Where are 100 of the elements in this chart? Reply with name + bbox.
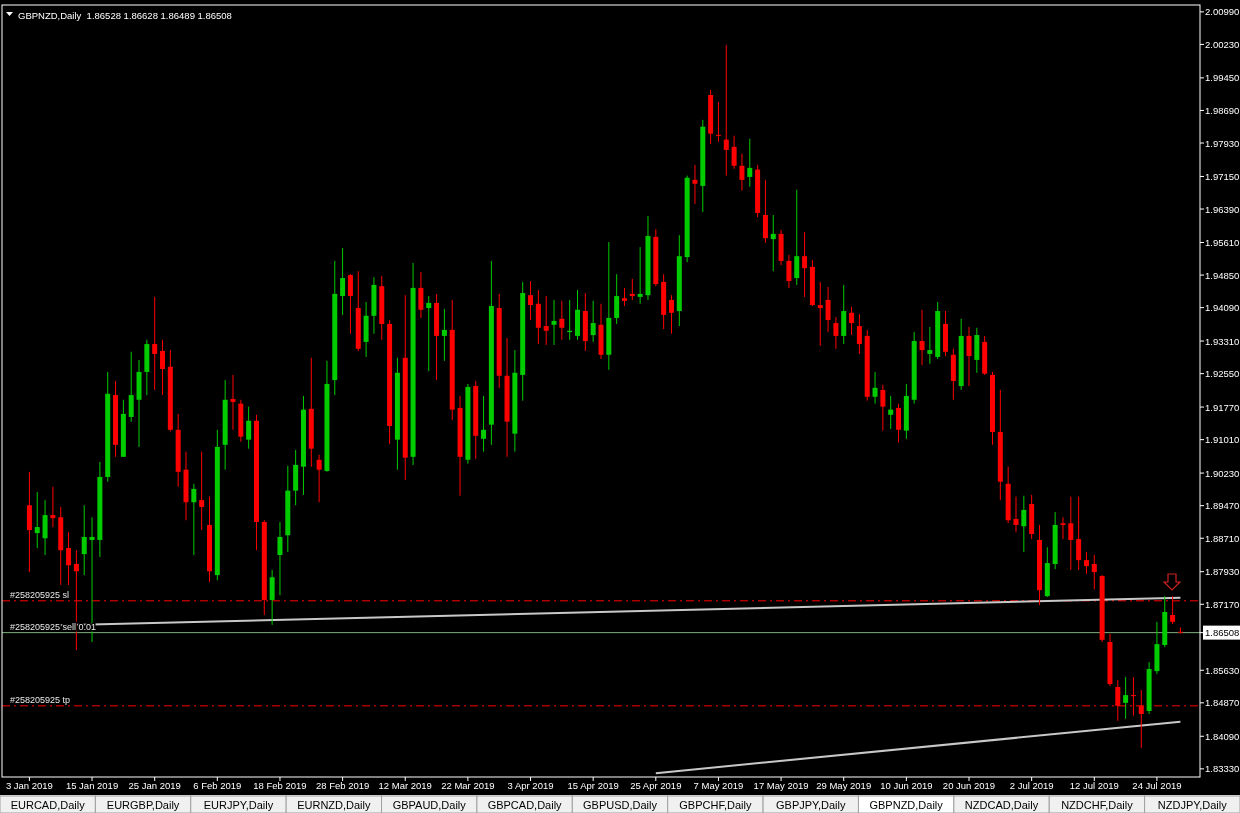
- y-tick-label: 1.93310: [1205, 335, 1240, 347]
- candlestick: [762, 179, 768, 244]
- x-tick-label: 12 Jul 2019: [1069, 780, 1119, 791]
- candlestick: [543, 295, 549, 346]
- text: NZDCHF,Daily: [1061, 799, 1134, 811]
- y-tick-label: 1.85630: [1205, 664, 1240, 676]
- candlestick: [833, 316, 839, 350]
- text: GBPNZD,Daily: [869, 799, 944, 811]
- candlestick: [786, 254, 792, 289]
- candlestick: [81, 504, 87, 576]
- x-tick-label: 24 Jul 2019: [1132, 780, 1182, 791]
- candlestick: [825, 286, 831, 333]
- candlestick: [1123, 676, 1129, 720]
- candlestick: [966, 326, 972, 387]
- x-tick-label: 15 Jan 2019: [65, 780, 119, 791]
- candlestick: [802, 231, 808, 298]
- candlestick: [481, 395, 487, 453]
- candlestick: [1021, 495, 1027, 553]
- candlestick: [269, 569, 275, 626]
- candlestick: [418, 271, 424, 319]
- text: EURCAD,Daily: [10, 799, 86, 811]
- x-tick-label: 17 May 2019: [753, 780, 809, 791]
- candlestick: [794, 189, 800, 286]
- candlestick: [441, 308, 447, 362]
- x-tick-label: 6 Feb 2019: [193, 780, 242, 791]
- candlestick: [340, 247, 346, 316]
- candlestick: [739, 153, 745, 192]
- candlestick: [880, 384, 886, 432]
- text: GBPCAD,Daily: [487, 799, 563, 811]
- candlestick: [426, 295, 432, 372]
- x-tick-label: 15 Apr 2019: [567, 780, 619, 791]
- y-tick-label: 1.92550: [1205, 368, 1240, 380]
- y-tick-label: 1.84870: [1205, 697, 1240, 709]
- text: NZDCAD,Daily: [964, 799, 1039, 811]
- y-tick-label: 2.00230: [1205, 38, 1240, 50]
- y-tick-label: 1.97150: [1205, 170, 1240, 182]
- candlestick: [1013, 496, 1019, 533]
- x-tick-label: 25 Jan 2019: [128, 780, 181, 791]
- text: GBPAUD,Daily: [392, 799, 467, 811]
- candlestick: [230, 374, 236, 431]
- y-tick-label: 1.83330: [1205, 763, 1240, 775]
- x-tick-label: 2 Jul 2019: [1009, 780, 1054, 791]
- candlestick: [629, 278, 635, 301]
- y-tick-label: 1.87930: [1205, 566, 1240, 578]
- candlestick: [723, 44, 729, 177]
- candlestick: [747, 138, 753, 188]
- candlestick: [731, 135, 737, 170]
- y-tick-label: 1.94090: [1205, 302, 1240, 314]
- y-tick-label: 1.94850: [1205, 269, 1240, 281]
- x-tick-label: 29 May 2019: [816, 780, 872, 791]
- candlestick: [872, 371, 878, 405]
- x-tick-label: 10 Jun 2019: [880, 780, 933, 791]
- candlestick: [528, 280, 534, 321]
- x-tick-label: 12 Mar 2019: [378, 780, 432, 791]
- x-tick-label: 7 May 2019: [693, 780, 744, 791]
- candlestick: [34, 491, 40, 549]
- candlestick: [919, 309, 925, 366]
- text: GBPNZD,Daily 1.86528 1.86628 1.86489 1.86508: [18, 10, 232, 21]
- candlestick: [50, 486, 56, 528]
- x-tick-label: 3 Apr 2019: [507, 780, 554, 791]
- candlestick: [856, 313, 862, 355]
- text: EURNZD,Daily: [297, 799, 372, 811]
- candlestick: [621, 287, 627, 307]
- candlestick: [1060, 516, 1066, 540]
- y-tick-label: 1.90230: [1205, 467, 1240, 479]
- y-tick-label: 1.91770: [1205, 401, 1240, 413]
- y-tick-label: 1.86508: [1205, 627, 1240, 639]
- candlestick: [535, 289, 541, 345]
- candlestick: [1091, 554, 1097, 590]
- candlestick: [559, 300, 565, 341]
- y-tick-label: 1.99450: [1205, 72, 1240, 84]
- x-tick-label: 25 Apr 2019: [630, 780, 682, 791]
- candlestick: [246, 406, 252, 450]
- candlestick: [715, 101, 721, 143]
- candlestick: [128, 351, 134, 423]
- candlestick: [770, 214, 776, 272]
- candlestick: [347, 273, 353, 335]
- y-tick-label: 1.97930: [1205, 137, 1240, 149]
- candlestick: [849, 306, 855, 336]
- x-tick-label: 18 Feb 2019: [253, 780, 307, 791]
- candlestick: [1068, 496, 1074, 571]
- x-tick-label: 20 Jun 2019: [942, 780, 996, 791]
- candlestick: [199, 451, 205, 531]
- candlestick: [817, 281, 823, 347]
- candlestick: [160, 339, 166, 396]
- candlestick: [927, 326, 933, 365]
- ref-line-label: #258205925 tp: [10, 694, 71, 705]
- candlestick: [896, 403, 902, 444]
- y-tick-label: 1.84090: [1205, 730, 1240, 742]
- x-tick-label: 28 Feb 2019: [315, 780, 370, 791]
- y-tick-label: 1.87170: [1205, 598, 1240, 610]
- candlestick: [692, 164, 698, 205]
- text: GBPUSD,Daily: [583, 799, 658, 811]
- ref-line-label: #258205925 sl: [10, 589, 70, 600]
- text: NZDJPY,Daily: [1157, 799, 1228, 811]
- candlestick: [1083, 551, 1089, 575]
- y-tick-label: 1.91010: [1205, 434, 1240, 446]
- text: EURJPY,Daily: [203, 799, 274, 811]
- text: GBPJPY,Daily: [776, 799, 847, 811]
- candlestick: [614, 273, 620, 325]
